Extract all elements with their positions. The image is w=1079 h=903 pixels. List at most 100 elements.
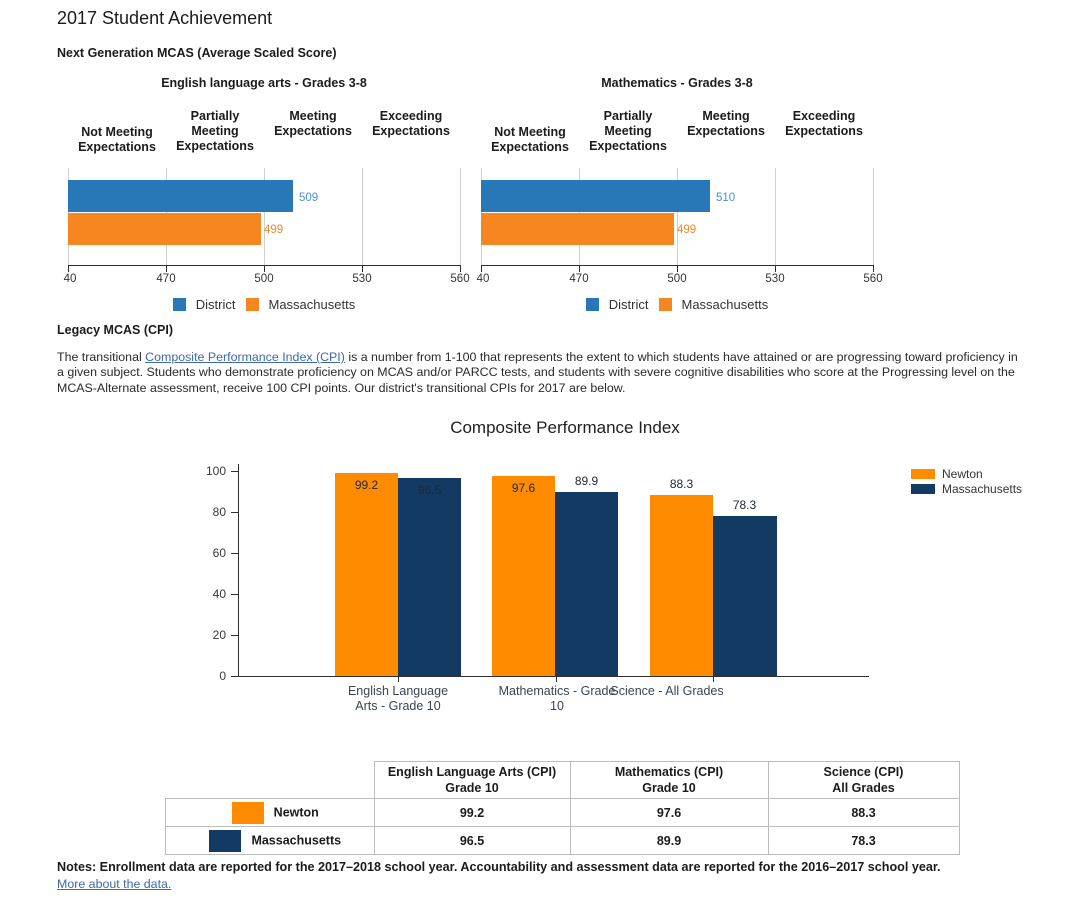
table-header-line: English Language Arts (CPI) <box>387 765 557 779</box>
math-district-bar <box>481 180 710 212</box>
table-row-label-massachusetts: Massachusetts <box>165 826 375 855</box>
page-title: 2017 Student Achievement <box>57 8 273 28</box>
cpi-category-label: Science - All Grades <box>577 684 757 699</box>
math-state-value: 499 <box>677 224 697 236</box>
cpi-science-newton-bar <box>650 495 713 676</box>
newton-swatch-icon <box>231 801 264 824</box>
math-tick-label: 530 <box>765 273 785 285</box>
cpi-y-tick-label: 100 <box>205 464 226 478</box>
ela-band-label: Meeting Expectations <box>274 109 352 138</box>
gridline <box>873 168 874 265</box>
legend-district-label: District <box>608 297 649 312</box>
ela-tick-label: 40 <box>63 273 77 285</box>
ela-state-bar <box>68 213 261 245</box>
massachusetts-swatch-icon <box>245 298 259 311</box>
ela-band-label: Not Meeting Expectations <box>78 125 156 154</box>
table-cell: 89.9 <box>569 826 769 855</box>
tick <box>231 594 238 595</box>
tick <box>231 471 238 472</box>
ela-band-label: Partially Meeting Expectations <box>176 109 254 153</box>
math-x-axis <box>481 265 874 266</box>
cpi-y-tick-label: 20 <box>212 628 226 642</box>
tick <box>713 677 714 682</box>
cpi-value-label: 88.3 <box>669 477 694 491</box>
cpi-value-label: 97.6 <box>511 481 536 495</box>
table-cell: 99.2 <box>373 798 571 827</box>
cpi-x-axis <box>238 676 869 677</box>
table-cell: 78.3 <box>767 826 960 855</box>
cpi-value-label: 96.5 <box>417 483 442 497</box>
cpi-math-newton-bar <box>492 476 555 676</box>
mcas-section-heading: Next Generation MCAS (Average Scaled Sco… <box>57 46 337 60</box>
cpi-ela-mass-bar <box>398 478 461 676</box>
ela-chart-title: English language arts - Grades 3-8 <box>161 76 367 90</box>
legacy-section-heading: Legacy MCAS (CPI) <box>57 323 173 337</box>
newton-swatch-icon <box>911 468 935 479</box>
table-header-line: Grade 10 <box>642 781 696 795</box>
more-about-data-link[interactable]: More about the data. <box>57 877 172 891</box>
row-label-text: Massachusetts <box>251 832 342 847</box>
legend-district-label: District <box>195 297 236 312</box>
cpi-y-axis <box>238 464 239 677</box>
tick <box>166 266 167 272</box>
math-tick-label: 40 <box>476 273 490 285</box>
gridline <box>264 168 265 265</box>
table-header-line: Mathematics (CPI) <box>614 765 724 779</box>
ela-tick-label: 560 <box>450 273 470 285</box>
table-row: Massachusetts 96.5 89.9 78.3 <box>165 826 960 855</box>
ela-tick-label: 530 <box>352 273 372 285</box>
cpi-category-label: English Language Arts - Grade 10 <box>318 684 478 714</box>
cpi-value-label: 89.9 <box>574 474 599 488</box>
table-header-math: Mathematics (CPI) Grade 10 <box>569 761 769 799</box>
cpi-y-tick-label: 40 <box>212 587 226 601</box>
tick <box>481 266 482 272</box>
cpi-category-label: Mathematics - Grade 10 <box>477 684 637 714</box>
cpi-y-tick-label: 0 <box>219 669 226 683</box>
tick <box>231 512 238 513</box>
cpi-definition-link[interactable]: Composite Performance Index (CPI) <box>145 350 345 364</box>
gridline <box>677 168 678 265</box>
gridline <box>775 168 776 265</box>
notes-text: Notes: Enrollment data are reported for … <box>57 860 941 874</box>
table-row-label-newton: Newton <box>165 798 375 827</box>
tick <box>362 266 363 272</box>
math-tick-label: 560 <box>863 273 883 285</box>
tick <box>231 676 238 677</box>
cpi-science-mass-bar <box>713 516 777 676</box>
ela-state-value: 499 <box>264 224 284 236</box>
massachusetts-swatch-icon <box>209 829 242 852</box>
cpi-category-line: Mathematics - Grade <box>498 684 616 698</box>
legend-newton-label: Newton <box>942 466 983 481</box>
massachusetts-swatch-icon <box>911 483 935 494</box>
math-band-label: Exceeding Expectations <box>785 109 863 138</box>
row-label-text: Newton <box>273 804 319 819</box>
tick <box>231 635 238 636</box>
table-cell: 96.5 <box>373 826 571 855</box>
cpi-math-mass-bar <box>555 492 618 676</box>
legend-state-label: Massachusetts <box>268 297 356 312</box>
math-state-bar <box>481 213 674 245</box>
cpi-y-tick-label: 60 <box>212 546 226 560</box>
ela-district-value: 509 <box>299 192 319 204</box>
tick <box>775 266 776 272</box>
table-row: Newton 99.2 97.6 88.3 <box>165 798 960 827</box>
cpi-category-line: English Language <box>347 684 449 698</box>
ela-tick-label: 500 <box>254 273 274 285</box>
cpi-legend: Newton Massachusetts <box>911 466 1022 496</box>
tick <box>579 266 580 272</box>
table-header-science: Science (CPI) All Grades <box>767 761 960 799</box>
gridline <box>460 168 461 265</box>
massachusetts-swatch-icon <box>658 298 672 311</box>
cpi-value-label: 99.2 <box>354 478 379 492</box>
table-cell: 88.3 <box>767 798 960 827</box>
table-blank-header <box>165 761 374 799</box>
math-band-label: Not Meeting Expectations <box>491 125 569 154</box>
tick <box>264 266 265 272</box>
math-legend: District Massachusetts <box>481 297 873 312</box>
cpi-value-label: 78.3 <box>732 498 757 512</box>
ela-tick-label: 470 <box>156 273 176 285</box>
math-tick-label: 470 <box>569 273 589 285</box>
cpi-description: The transitional Composite Performance I… <box>57 350 1025 396</box>
table-cell: 97.6 <box>569 798 769 827</box>
